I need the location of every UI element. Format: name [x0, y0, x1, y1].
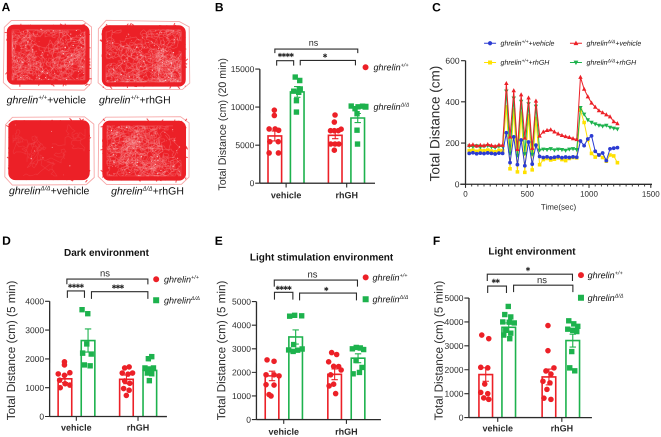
svg-text:ghrelin+/++vehicle: ghrelin+/++vehicle — [501, 39, 555, 48]
svg-text:Total Distance (cm): Total Distance (cm) — [427, 66, 442, 182]
svg-text:Total Distance (cm) (5 min): Total Distance (cm) (5 min) — [433, 281, 446, 421]
svg-text:vehicle: vehicle — [268, 427, 299, 437]
svg-text:2000: 2000 — [25, 354, 44, 364]
svg-text:ghrelin+/+: ghrelin+/+ — [164, 274, 200, 284]
svg-text:ghrelinΔ/Δ: ghrelinΔ/Δ — [164, 295, 200, 305]
svg-text:ghrelinΔ/Δ+vehicle: ghrelinΔ/Δ+vehicle — [587, 39, 642, 48]
svg-text:4000: 4000 — [445, 317, 464, 327]
svg-text:ns: ns — [100, 268, 110, 279]
svg-text:Total Distance (cm) (5 min): Total Distance (cm) (5 min) — [5, 280, 18, 420]
svg-text:Total Distance (cm) (5 min): Total Distance (cm) (5 min) — [215, 281, 228, 421]
svg-text:Light environment: Light environment — [488, 247, 576, 258]
svg-text:ghrelin+/+: ghrelin+/+ — [372, 273, 408, 283]
svg-text:400: 400 — [445, 97, 459, 107]
svg-text:C: C — [432, 0, 441, 14]
svg-text:0: 0 — [455, 179, 460, 189]
svg-text:vehicle: vehicle — [482, 423, 513, 433]
svg-text:E: E — [215, 234, 223, 248]
svg-text:Time(sec): Time(sec) — [541, 203, 577, 212]
svg-text:vehicle: vehicle — [61, 423, 92, 433]
svg-text:200: 200 — [445, 138, 459, 148]
svg-text:ghrelinΔ/Δ: ghrelinΔ/Δ — [374, 102, 410, 112]
svg-text:5000: 5000 — [232, 297, 251, 307]
svg-text:0: 0 — [463, 190, 468, 199]
svg-text:ghrelinΔ/Δ: ghrelinΔ/Δ — [588, 293, 624, 303]
svg-text:ghrelin+/+: ghrelin+/+ — [588, 270, 624, 280]
svg-text:rhGH: rhGH — [551, 423, 574, 433]
svg-text:1000: 1000 — [25, 383, 44, 393]
svg-text:ghrelinΔ/Δ+vehicle: ghrelinΔ/Δ+vehicle — [9, 185, 90, 197]
svg-text:2000: 2000 — [232, 367, 251, 377]
svg-text:rhGH: rhGH — [335, 427, 358, 437]
svg-text:rhGH: rhGH — [335, 190, 358, 200]
svg-text:1000: 1000 — [232, 391, 251, 401]
svg-text:D: D — [2, 234, 11, 248]
svg-text:Total Distance (cm) (20 min): Total Distance (cm) (20 min) — [217, 58, 229, 190]
svg-text:Light stimulation environment: Light stimulation environment — [250, 252, 394, 263]
svg-text:1500: 1500 — [642, 190, 660, 199]
svg-text:0: 0 — [459, 413, 464, 423]
svg-text:600: 600 — [445, 56, 459, 66]
svg-text:ghrelin+/++rhGH: ghrelin+/++rhGH — [501, 58, 551, 67]
svg-text:2000: 2000 — [445, 365, 464, 375]
svg-text:ghrelin+/++vehicle: ghrelin+/++vehicle — [7, 94, 86, 106]
svg-text:3000: 3000 — [25, 325, 44, 335]
svg-text:0: 0 — [250, 178, 255, 188]
svg-text:0: 0 — [246, 415, 251, 425]
svg-text:3000: 3000 — [445, 341, 464, 351]
svg-text:4000: 4000 — [25, 296, 44, 306]
svg-text:rhGH: rhGH — [127, 423, 150, 433]
svg-text:15000: 15000 — [231, 64, 255, 74]
svg-text:ns: ns — [309, 38, 319, 48]
svg-text:5000: 5000 — [445, 293, 464, 303]
svg-text:vehicle: vehicle — [271, 190, 302, 200]
svg-text:Dark environment: Dark environment — [64, 248, 150, 259]
svg-text:ghrelinΔ/Δ+rhGH: ghrelinΔ/Δ+rhGH — [587, 58, 638, 67]
svg-text:10000: 10000 — [231, 102, 255, 112]
svg-text:ghrelin+/++rhGH: ghrelin+/++rhGH — [99, 94, 171, 106]
svg-text:1000: 1000 — [445, 389, 464, 399]
svg-text:ns: ns — [537, 275, 547, 286]
svg-text:ghrelinΔ/Δ+rhGH: ghrelinΔ/Δ+rhGH — [111, 186, 184, 198]
svg-text:500: 500 — [521, 190, 535, 199]
svg-text:1000: 1000 — [580, 190, 598, 199]
svg-text:3000: 3000 — [232, 344, 251, 354]
svg-text:5000: 5000 — [235, 140, 254, 150]
svg-text:ns: ns — [307, 269, 317, 280]
svg-text:ghrelin+/+: ghrelin+/+ — [374, 62, 410, 72]
svg-text:F: F — [433, 234, 440, 248]
svg-text:B: B — [215, 0, 224, 14]
svg-text:4000: 4000 — [232, 320, 251, 330]
svg-text:0: 0 — [39, 411, 44, 421]
svg-text:A: A — [2, 0, 11, 14]
svg-text:ghrelinΔ/Δ: ghrelinΔ/Δ — [372, 294, 408, 304]
